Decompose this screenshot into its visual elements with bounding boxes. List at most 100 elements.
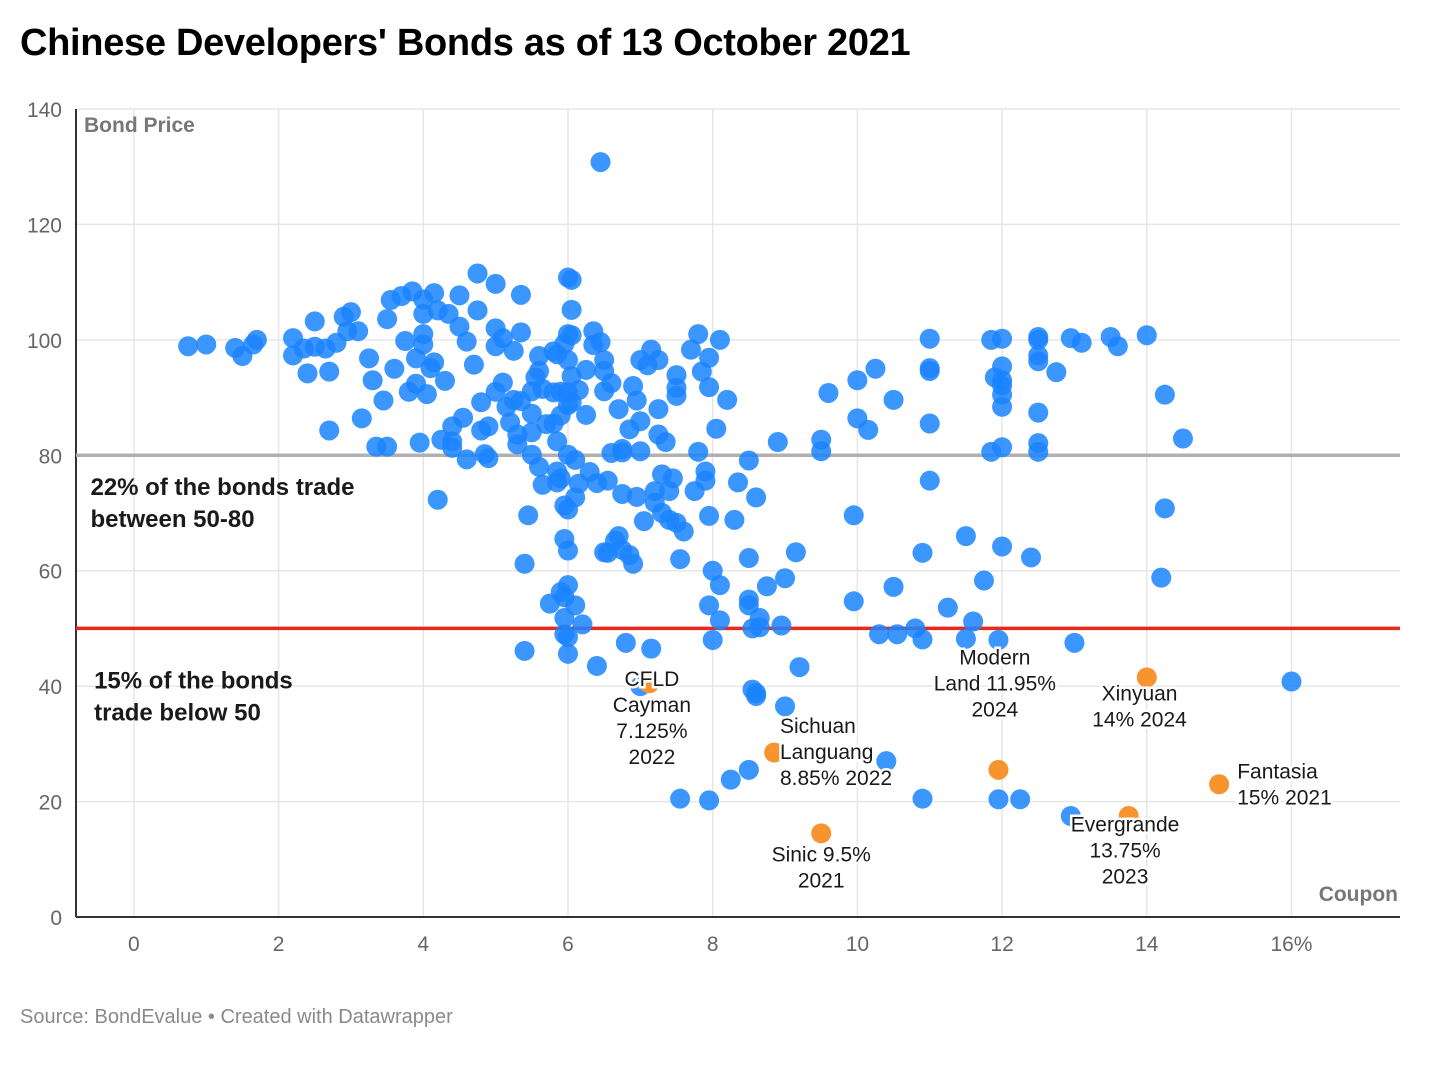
bond-point: [557, 540, 578, 561]
bond-point: [724, 509, 745, 530]
bond-point: [883, 576, 904, 597]
bond-point: [427, 489, 448, 510]
bond-point: [518, 505, 539, 526]
y-axis-title: Bond Price: [84, 114, 195, 137]
bond-point: [1046, 362, 1067, 383]
x-tick-label: 4: [417, 933, 429, 956]
bond-point: [1028, 351, 1049, 372]
bond-point: [449, 285, 470, 306]
bond-point: [615, 632, 636, 653]
bond-point: [416, 384, 437, 405]
bond-point: [655, 432, 676, 453]
bond-point: [789, 657, 810, 678]
bond-point: [847, 370, 868, 391]
bond-point: [818, 382, 839, 403]
bond-point: [561, 299, 582, 320]
bond-point: [453, 407, 474, 428]
bond-point: [887, 624, 908, 645]
bond-point: [937, 597, 958, 618]
bond-point: [424, 352, 445, 373]
bond-point: [869, 624, 890, 645]
y-tick-label: 40: [39, 676, 62, 699]
bond-point: [1028, 329, 1049, 350]
bond-point: [590, 152, 611, 173]
bond-point: [695, 470, 716, 491]
annotations: 22% of the bonds trade between 50-80 15% o…: [90, 474, 1334, 895]
bond-point: [738, 759, 759, 780]
x-tick-label: 10: [846, 933, 869, 956]
bond-point: [666, 385, 687, 406]
bond-point: [992, 356, 1013, 377]
bond-point: [442, 437, 463, 458]
bond-annotation-text: 2021: [798, 869, 845, 892]
bond-point: [912, 542, 933, 563]
bond-point: [680, 339, 701, 360]
bond-point: [413, 334, 434, 355]
bond-point: [576, 404, 597, 425]
bond-point: [746, 685, 767, 706]
bond-point: [709, 575, 730, 596]
bond-point: [919, 413, 940, 434]
bond-annotation-text: 14% 2024: [1092, 708, 1187, 731]
bond-annotation-text: 13.75%: [1089, 840, 1160, 863]
bond-point: [709, 610, 730, 631]
bond-annotation-text: Sinic 9.5%: [772, 843, 871, 866]
bond-point: [988, 789, 1009, 810]
bond-point: [246, 329, 267, 350]
y-tick-label: 60: [39, 561, 62, 584]
bond-point: [1154, 498, 1175, 519]
bond-point: [340, 302, 361, 323]
bond-point: [1172, 428, 1193, 449]
bond-point: [561, 325, 582, 346]
bond-point: [409, 432, 430, 453]
bond-point: [319, 420, 340, 441]
y-tick-label: 100: [27, 330, 62, 353]
bond-point: [876, 751, 897, 772]
band-note-text: 22% of the bonds trade: [90, 474, 354, 501]
bond-point: [992, 437, 1013, 458]
bond-point: [359, 348, 380, 369]
bond-point: [709, 329, 730, 350]
bond-point: [1154, 384, 1175, 405]
bond-annotation-text: 7.125%: [616, 720, 687, 743]
bond-point: [992, 328, 1013, 349]
band-note-text: trade below 50: [94, 699, 261, 726]
bond-point: [319, 361, 340, 382]
bond-point: [738, 548, 759, 569]
bond-point: [510, 284, 531, 305]
bond-point: [756, 576, 777, 597]
x-tick-label: 14: [1135, 933, 1159, 956]
bond-annotation-text: Languang: [780, 741, 873, 764]
bond-point: [424, 283, 445, 304]
bond-point: [626, 390, 647, 411]
bond-point: [785, 542, 806, 563]
bond-point: [297, 363, 318, 384]
bond-point: [1151, 567, 1172, 588]
bond-point: [1028, 402, 1049, 423]
bond-point: [608, 399, 629, 420]
bond-point: [456, 449, 477, 470]
bond-point: [699, 347, 720, 368]
bond-point: [492, 372, 513, 393]
highlighted-bond-point: [1136, 667, 1157, 688]
bond-point: [688, 441, 709, 462]
bond-point: [919, 328, 940, 349]
bond-point: [1107, 336, 1128, 357]
x-tick-label: 16%: [1270, 933, 1312, 956]
bond-annotation-text: Sichuan: [780, 715, 856, 738]
bond-point: [561, 269, 582, 290]
bond-point: [514, 553, 535, 574]
bond-annotation-text: Modern: [959, 646, 1030, 669]
y-tick-label: 20: [39, 792, 62, 815]
bond-point: [395, 331, 416, 352]
bond-point: [662, 468, 683, 489]
bond-point: [467, 263, 488, 284]
bond-point: [471, 392, 492, 413]
chart-title: Chinese Developers' Bonds as of 13 Octob…: [20, 22, 911, 64]
bond-point: [699, 790, 720, 811]
bond-point: [590, 332, 611, 353]
x-axis-title: Coupon: [1319, 883, 1398, 906]
y-tick-label: 80: [39, 445, 62, 468]
bond-point: [912, 629, 933, 650]
bond-point: [670, 788, 691, 809]
